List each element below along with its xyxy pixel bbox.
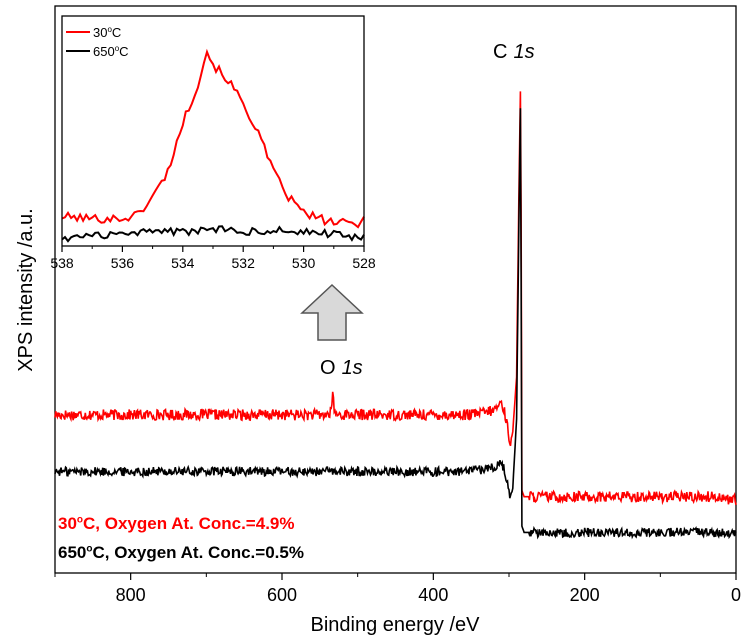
- main-series-group: [54, 91, 737, 540]
- inset-x-tick-label: 538: [50, 255, 74, 271]
- note-650c-degree: o: [86, 543, 93, 555]
- main-x-tick-label: 600: [267, 585, 297, 605]
- inset-x-tick-label: 528: [352, 255, 376, 271]
- o1s-element: O: [320, 357, 336, 379]
- note-30c-text: C, Oxygen At. Conc.=4.9%: [83, 514, 295, 533]
- legend-650c-unit: C: [119, 44, 128, 59]
- c1s-orbital: 1s: [513, 41, 534, 63]
- legend-label-650c: 650oC: [93, 44, 129, 59]
- note-30c-degree: o: [76, 514, 84, 526]
- legend-30c-unit: C: [112, 25, 121, 40]
- note-30c-oxygen-conc: 30oC, Oxygen At. Conc.=4.9%: [58, 514, 295, 534]
- inset-series-group: [61, 48, 365, 243]
- c1s-element: C: [493, 41, 507, 63]
- legend-30c-temp: 30: [93, 25, 107, 40]
- inset-x-tick-label: 536: [111, 255, 135, 271]
- legend-30c-degree: o: [107, 25, 112, 34]
- note-650c-oxygen-conc: 650oC, Oxygen At. Conc.=0.5%: [58, 543, 304, 563]
- main-x-tick-label: 400: [418, 585, 448, 605]
- inset-x-tick-label: 530: [292, 255, 316, 271]
- main-x-tick-label: 200: [570, 585, 600, 605]
- note-650c-text: C, Oxygen At. Conc.=0.5%: [92, 543, 304, 562]
- legend-label-30c: 30oC: [93, 25, 121, 40]
- main-x-ticks: 800 600 400 200 0: [54, 573, 741, 605]
- inset-series-0: [61, 48, 365, 229]
- x-axis-label: Binding energy /eV: [310, 614, 480, 636]
- note-650c-temp: 650: [58, 543, 87, 562]
- inset-series-1: [61, 225, 365, 243]
- inset-x-tick-label: 532: [232, 255, 256, 271]
- main-x-tick-label: 0: [731, 585, 741, 605]
- zoom-arrow-icon: [300, 283, 364, 341]
- inset-x-tick-label: 534: [171, 255, 195, 271]
- note-30c-temp: 30: [58, 514, 77, 533]
- main-series-0: [54, 91, 737, 506]
- o1s-orbital: 1s: [342, 357, 363, 379]
- main-x-tick-label: 800: [116, 585, 146, 605]
- o1s-annotation: O 1s: [320, 357, 363, 379]
- main-series-1: [54, 108, 737, 540]
- c1s-annotation: C 1s: [493, 41, 535, 63]
- y-axis-label: XPS intensity /a.u.: [15, 208, 37, 371]
- inset-x-ticks: 538 536 534 532 530 528: [50, 246, 376, 271]
- main-plot-frame: [54, 5, 737, 574]
- legend-650c-temp: 650: [93, 44, 115, 59]
- legend-650c-degree: o: [115, 44, 120, 53]
